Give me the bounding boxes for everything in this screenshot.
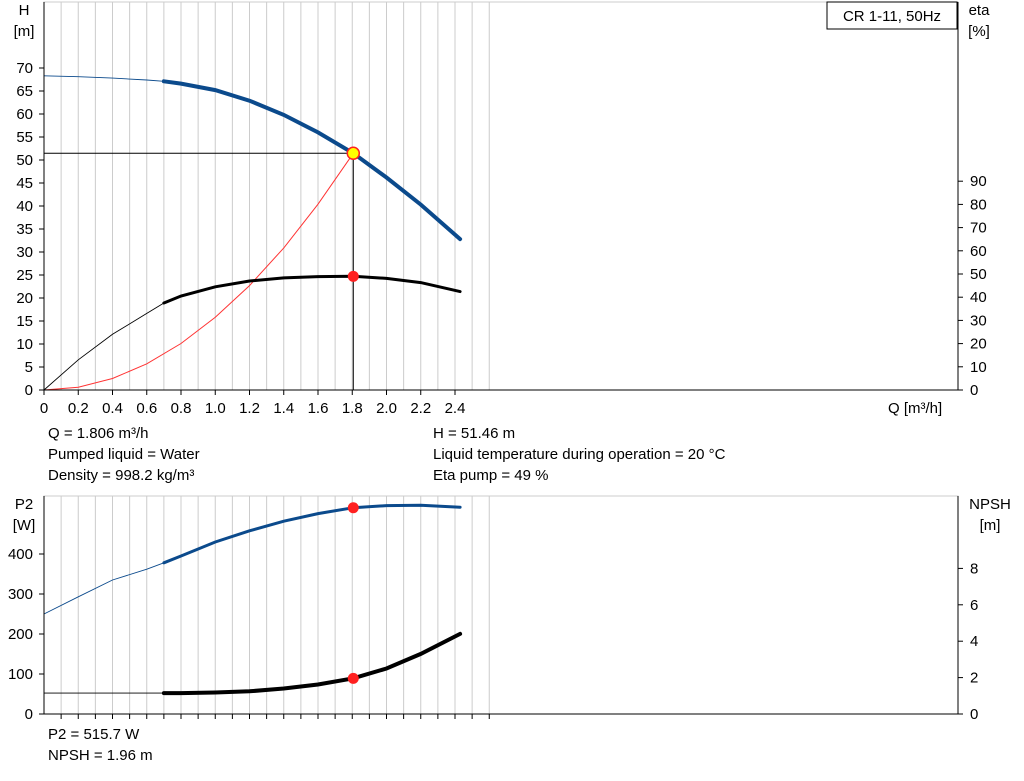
bottom-chart-curves — [43, 502, 463, 696]
p2-duty-marker — [347, 502, 359, 514]
top-x-tick-label: 2.4 — [445, 400, 466, 417]
top-y-axis-title: H — [19, 2, 30, 19]
top-y-tick-label: 50 — [16, 152, 33, 169]
top-y-tick-label: 25 — [16, 267, 33, 284]
top-x-tick-label: 1.0 — [205, 400, 226, 417]
bottom-y2-tick-label: 6 — [970, 597, 978, 614]
top-chart-grid — [43, 1, 959, 391]
bottom-y2-tick-label: 8 — [970, 560, 978, 577]
top-y2-tick-label: 50 — [970, 266, 987, 283]
top-x-tick-label: 1.6 — [308, 400, 329, 417]
info-npsh: NPSH = 1.96 m — [48, 747, 153, 764]
chart-title: CR 1-11, 50Hz — [843, 8, 941, 25]
info-eta-pump: Eta pump = 49 % — [433, 467, 549, 484]
bottom-chart-grid — [43, 495, 959, 715]
top-y-tick-label: 0 — [25, 382, 33, 399]
eta-duty-marker — [347, 270, 359, 282]
bottom-y-tick-label: 300 — [8, 586, 33, 603]
top-x-tick-label: 0.4 — [102, 400, 123, 417]
bottom-y-tick-label: 100 — [8, 666, 33, 683]
npsh-duty-marker — [347, 672, 359, 684]
efficiency-curve — [162, 274, 462, 305]
info-head: H = 51.46 m — [433, 425, 516, 442]
top-y2-tick-label: 60 — [970, 243, 987, 260]
efficiency-curve-extended — [43, 302, 165, 391]
bottom-y-axis-title: P2 — [15, 496, 33, 513]
top-y-axis-title: [m] — [14, 23, 35, 40]
top-x-tick-label: 0.6 — [136, 400, 157, 417]
top-x-tick-label: 1.2 — [239, 400, 260, 417]
top-y-tick-label: 20 — [16, 290, 33, 307]
bottom-y2-tick-label: 0 — [970, 706, 978, 723]
duty-point-marker — [346, 146, 361, 161]
top-x-tick-label: 0.2 — [68, 400, 89, 417]
info-pumped-liquid: Pumped liquid = Water — [48, 446, 200, 463]
top-x-tick-label: 0.8 — [171, 400, 192, 417]
top-y-tick-label: 10 — [16, 336, 33, 353]
top-y2-tick-label: 10 — [970, 359, 987, 376]
top-y2-axis-title: [%] — [968, 23, 990, 40]
top-y2-tick-label: 90 — [970, 173, 987, 190]
top-y-tick-label: 55 — [16, 129, 33, 146]
top-y2-tick-label: 0 — [970, 382, 978, 399]
top-chart-curves — [43, 75, 463, 391]
top-y-tick-label: 45 — [16, 175, 33, 192]
top-y-tick-label: 5 — [25, 359, 33, 376]
p2-curve-extended — [43, 562, 165, 615]
info-flow: Q = 1.806 m³/h — [48, 425, 149, 442]
top-x-tick-label: 1.4 — [273, 400, 294, 417]
bottom-y2-axis-title: NPSH — [969, 496, 1011, 513]
bottom-y-axis-title: [W] — [13, 517, 36, 534]
info-density: Density = 998.2 kg/m³ — [48, 467, 195, 484]
bottom-y-tick-label: 0 — [25, 706, 33, 723]
top-y2-tick-label: 70 — [970, 220, 987, 237]
top-y-tick-label: 30 — [16, 244, 33, 261]
top-y-tick-label: 60 — [16, 106, 33, 123]
top-y2-tick-label: 30 — [970, 312, 987, 329]
chart-axes — [39, 2, 963, 719]
bottom-y2-axis-title: [m] — [980, 517, 1001, 534]
info-p2: P2 = 515.7 W — [48, 726, 140, 743]
top-y2-tick-label: 40 — [970, 289, 987, 306]
top-y-tick-label: 40 — [16, 198, 33, 215]
top-y2-tick-label: 80 — [970, 196, 987, 213]
top-y2-tick-label: 20 — [970, 336, 987, 353]
head-curve — [161, 79, 463, 242]
top-y-tick-label: 35 — [16, 221, 33, 238]
top-x-tick-label: 2.2 — [410, 400, 431, 417]
top-y2-axis-title: eta — [969, 2, 991, 19]
top-x-tick-label: 0 — [40, 400, 48, 417]
bottom-y-tick-label: 200 — [8, 626, 33, 643]
bottom-y2-tick-label: 4 — [970, 633, 978, 650]
system-curve — [43, 153, 354, 391]
chart-labels: 0 0.2 0.4 0.6 0.8 1.0 1.2 1.4 1.6 1.8 2.0 2.2 2.4 Q [… — [8, 1, 1011, 723]
head-curve-extended — [43, 75, 164, 82]
bottom-y-tick-label: 400 — [8, 546, 33, 563]
top-y-tick-label: 65 — [16, 83, 33, 100]
top-x-tick-label: 2.0 — [376, 400, 397, 417]
top-y-tick-label: 70 — [16, 60, 33, 77]
top-y-tick-label: 15 — [16, 313, 33, 330]
bottom-y2-tick-label: 2 — [970, 670, 978, 687]
top-x-axis-title: Q [m³/h] — [888, 400, 942, 417]
info-liquid-temperature: Liquid temperature during operation = 20… — [433, 446, 726, 463]
p2-curve — [162, 503, 462, 565]
npsh-curve — [161, 631, 463, 696]
chart-title-box — [826, 1, 958, 30]
top-x-tick-label: 1.8 — [342, 400, 363, 417]
